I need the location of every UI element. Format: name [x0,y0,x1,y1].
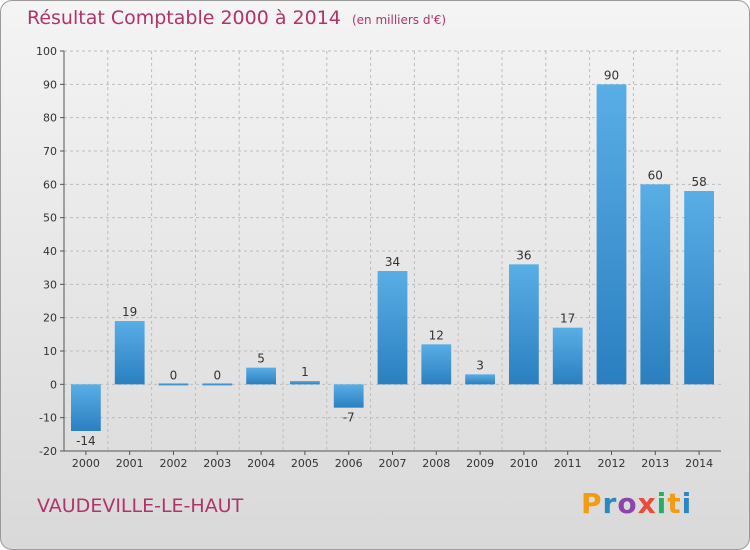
chart-title: Résultat Comptable 2000 à 2014 (en milli… [27,7,446,29]
x-tick-label: 2009 [466,457,494,470]
x-tick-label: 2008 [422,457,450,470]
data-label: 5 [257,352,265,366]
bar [202,383,233,386]
bar [158,383,189,386]
data-label: -7 [343,411,355,425]
logo-letter: i [681,487,693,520]
y-tick-label: 50 [43,212,57,225]
bar [290,381,320,385]
y-tick-label: 90 [43,78,57,91]
y-tick-label: 0 [50,378,57,391]
x-tick-label: 2002 [160,457,188,470]
proxiti-logo: Proxiti [581,487,692,520]
labels: -20-100102030405060708090100-14200019200… [36,45,713,470]
data-label: 17 [560,312,575,326]
data-label: 0 [213,368,221,382]
data-label: 1 [301,365,309,379]
data-label: -14 [76,434,96,448]
y-tick-label: 20 [43,312,57,325]
data-label: 3 [476,358,484,372]
x-tick-label: 2000 [72,457,100,470]
bar [333,384,364,408]
chart-title-main: Résultat Comptable 2000 à 2014 [27,7,341,29]
chart-title-unit: (en milliers d'€) [351,13,447,27]
logo-letter: i [656,487,668,520]
x-tick-label: 2003 [203,457,231,470]
y-tick-label: 30 [43,278,57,291]
bar [465,374,495,385]
x-tick-label: 2005 [291,457,319,470]
bar [71,384,101,431]
x-tick-label: 2013 [641,457,669,470]
bar [377,271,408,385]
bar [421,344,452,385]
x-tick-label: 2014 [685,457,713,470]
y-tick-label: 10 [43,345,57,358]
x-tick-label: 2004 [247,457,275,470]
x-tick-label: 2007 [379,457,407,470]
data-label: 0 [170,368,178,382]
data-label: 34 [385,255,400,269]
y-tick-label: -10 [39,412,57,425]
y-tick-label: 70 [43,145,57,158]
data-label: 60 [648,168,663,182]
y-tick-label: 100 [36,45,57,58]
x-tick-label: 2011 [554,457,582,470]
x-tick-label: 2010 [510,457,538,470]
data-label: 19 [122,305,137,319]
x-tick-label: 2012 [598,457,626,470]
bars [71,84,714,431]
x-tick-label: 2006 [335,457,363,470]
bar [246,367,276,385]
y-tick-label: 40 [43,245,57,258]
logo-letter: o [617,487,638,520]
x-tick-label: 2001 [116,457,144,470]
bar [684,191,714,385]
bar [596,84,627,385]
logo-letter: t [667,487,682,520]
bar [552,327,583,385]
logo-letter: P [581,487,603,520]
commune-name: VAUDEVILLE-LE-HAUT [37,495,244,517]
data-label: 36 [516,248,531,262]
axes [60,50,721,455]
logo-letter: r [602,487,618,520]
data-label: 58 [691,175,706,189]
y-tick-label: -20 [39,445,57,458]
y-tick-label: 60 [43,178,57,191]
bar [114,321,145,385]
data-label: 90 [604,68,619,82]
data-label: 12 [429,328,444,342]
logo-letter: x [637,487,657,520]
bar [640,184,671,385]
bar [509,264,539,385]
y-tick-label: 80 [43,112,57,125]
